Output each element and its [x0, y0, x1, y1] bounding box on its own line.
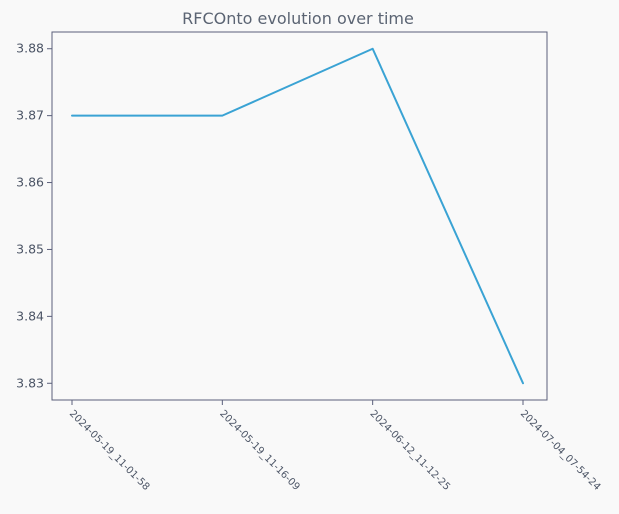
x-tick-label: 2024-06-12_11-12-25: [368, 408, 453, 493]
y-tick-label: 3.87: [16, 108, 44, 123]
chart-title: RFCOnto evolution over time: [182, 9, 414, 28]
y-tick-label: 3.85: [16, 241, 44, 256]
series-line: [71, 47, 524, 385]
y-tick-label: 3.86: [16, 175, 44, 190]
y-tick-label: 3.88: [16, 41, 44, 56]
x-tick-label: 2024-05-19_11-01-58: [67, 408, 152, 493]
y-tick-label: 3.84: [16, 308, 44, 323]
x-axis: 2024-05-19_11-01-58 2024-05-19_11-16-09 20…: [67, 400, 603, 493]
x-tick-label: 2024-07-04_07-54-24: [518, 408, 603, 493]
plot-area: [51, 31, 548, 401]
y-tick-label: 3.83: [16, 375, 44, 390]
series-group: [71, 47, 524, 385]
x-tick-label: 2024-05-19_11-16-09: [217, 408, 302, 493]
y-axis: 3.83 3.84 3.85 3.86 3.87 3.88: [16, 41, 52, 390]
